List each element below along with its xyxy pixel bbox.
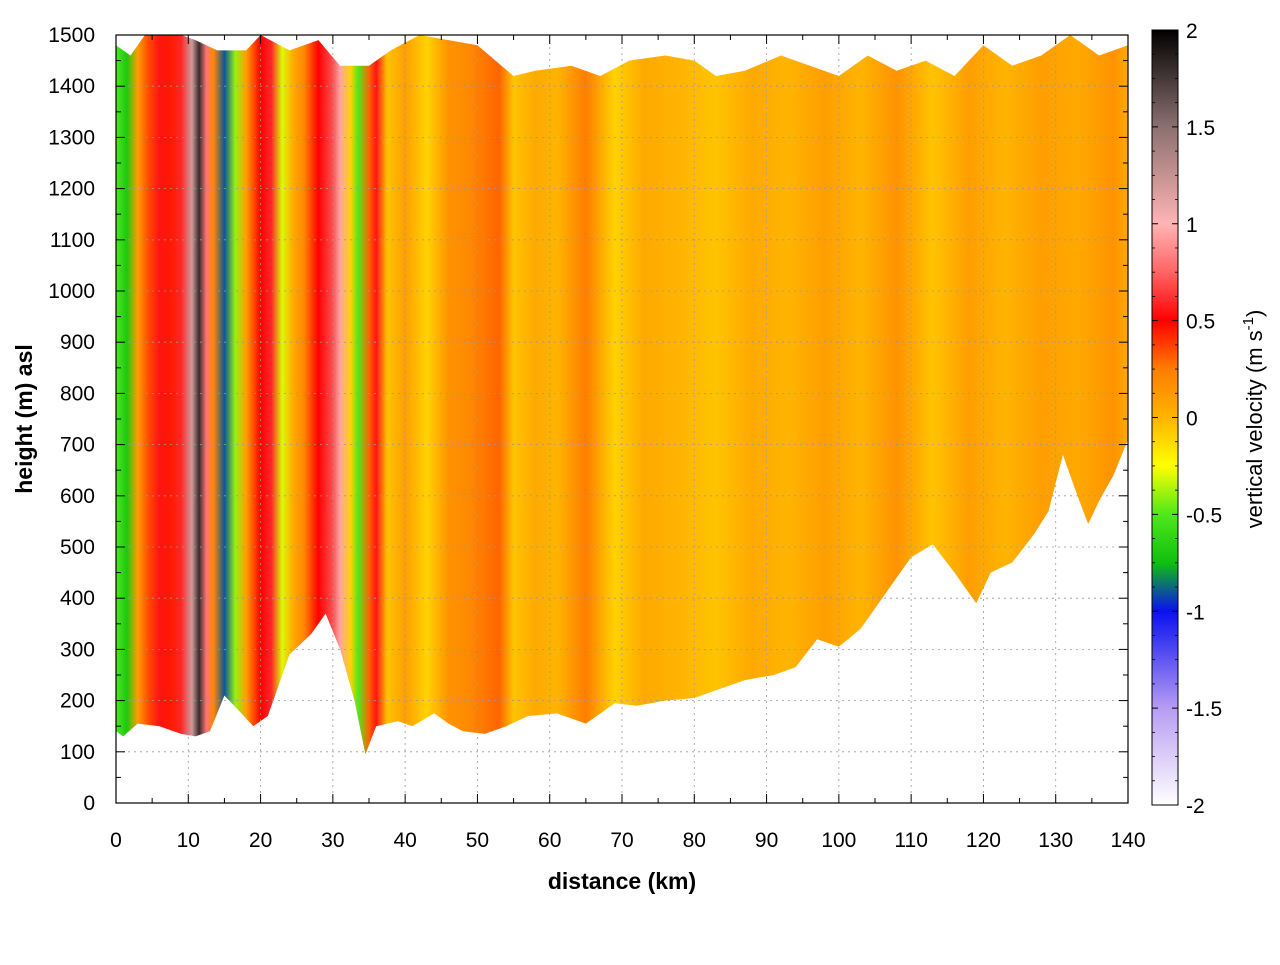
colorbar-title-main: vertical velocity (m s xyxy=(1242,330,1267,528)
x-tick-label: 70 xyxy=(610,829,633,852)
colorbar-tick-label: -0.5 xyxy=(1186,504,1222,527)
y-axis-title: height (m) asl xyxy=(11,344,37,494)
x-tick-label: 80 xyxy=(683,829,706,852)
y-tick-label: 500 xyxy=(60,536,95,559)
x-tick-label: 30 xyxy=(321,829,344,852)
y-tick-label: 900 xyxy=(60,331,95,354)
y-tick-label: 400 xyxy=(60,587,95,610)
x-tick-label: 140 xyxy=(1110,829,1145,852)
colorbar-tick-label: -1 xyxy=(1186,601,1205,624)
y-tick-label: 1500 xyxy=(48,24,95,47)
colorbar-ticks: 2 1.5 1 0.5 0 -0.5 -1 -1.5 -2 xyxy=(1152,20,1222,818)
y-tick-label: 100 xyxy=(60,741,95,764)
y-tick-label: 800 xyxy=(60,382,95,405)
colorbar: 2 1.5 1 0.5 0 -0.5 -1 -1.5 -2 vertical velocity … xyxy=(1151,20,1267,818)
x-tick-label: 0 xyxy=(110,829,122,852)
y-tick-label: 1400 xyxy=(48,75,95,98)
x-tick-label: 110 xyxy=(894,829,927,852)
x-axis-ticks: 0 10 20 30 40 50 60 70 80 90 100 110 120 130 140 xyxy=(110,35,1146,852)
y-tick-label: 600 xyxy=(60,485,95,508)
colorbar-tick-label: 0 xyxy=(1186,408,1198,431)
colorbar-tick-label: 2 xyxy=(1186,20,1198,43)
x-axis-title: distance (km) xyxy=(548,868,696,894)
velocity-field xyxy=(116,35,1128,755)
x-tick-label: 60 xyxy=(538,829,561,852)
grid-lines xyxy=(116,35,1128,803)
velocity-region xyxy=(116,35,1128,755)
x-tick-label: 100 xyxy=(821,829,856,852)
y-tick-label: 1000 xyxy=(48,280,95,303)
colorbar-title-sup: -1 xyxy=(1240,317,1257,330)
colorbar-title-end: ) xyxy=(1242,310,1267,317)
y-tick-label: 200 xyxy=(60,690,95,713)
x-tick-label: 40 xyxy=(393,829,416,852)
colorbar-tick-label: -1.5 xyxy=(1186,698,1222,721)
x-tick-label: 10 xyxy=(177,829,200,852)
colorbar-tick-label: 1 xyxy=(1186,214,1198,237)
colorbar-tick-label: -2 xyxy=(1186,795,1205,818)
colorbar-tick-label: 0.5 xyxy=(1186,311,1215,334)
y-tick-label: 1300 xyxy=(48,126,95,149)
x-tick-label: 90 xyxy=(755,829,778,852)
colorbar-tick-label: 1.5 xyxy=(1186,117,1215,140)
y-tick-label: 300 xyxy=(60,638,95,661)
y-tick-label: 700 xyxy=(60,434,95,457)
x-tick-label: 20 xyxy=(249,829,272,852)
x-tick-label: 130 xyxy=(1038,829,1073,852)
colorbar-title: vertical velocity (m s-1) xyxy=(1240,310,1267,529)
x-tick-label: 120 xyxy=(966,829,1001,852)
y-tick-label: 1100 xyxy=(50,229,95,252)
x-tick-label: 50 xyxy=(466,829,489,852)
y-axis-ticks: 0 100 200 300 400 500 600 700 800 900 1000 1100 1200… xyxy=(48,24,1128,815)
y-tick-label: 0 xyxy=(83,792,95,815)
y-tick-label: 1200 xyxy=(48,178,95,201)
